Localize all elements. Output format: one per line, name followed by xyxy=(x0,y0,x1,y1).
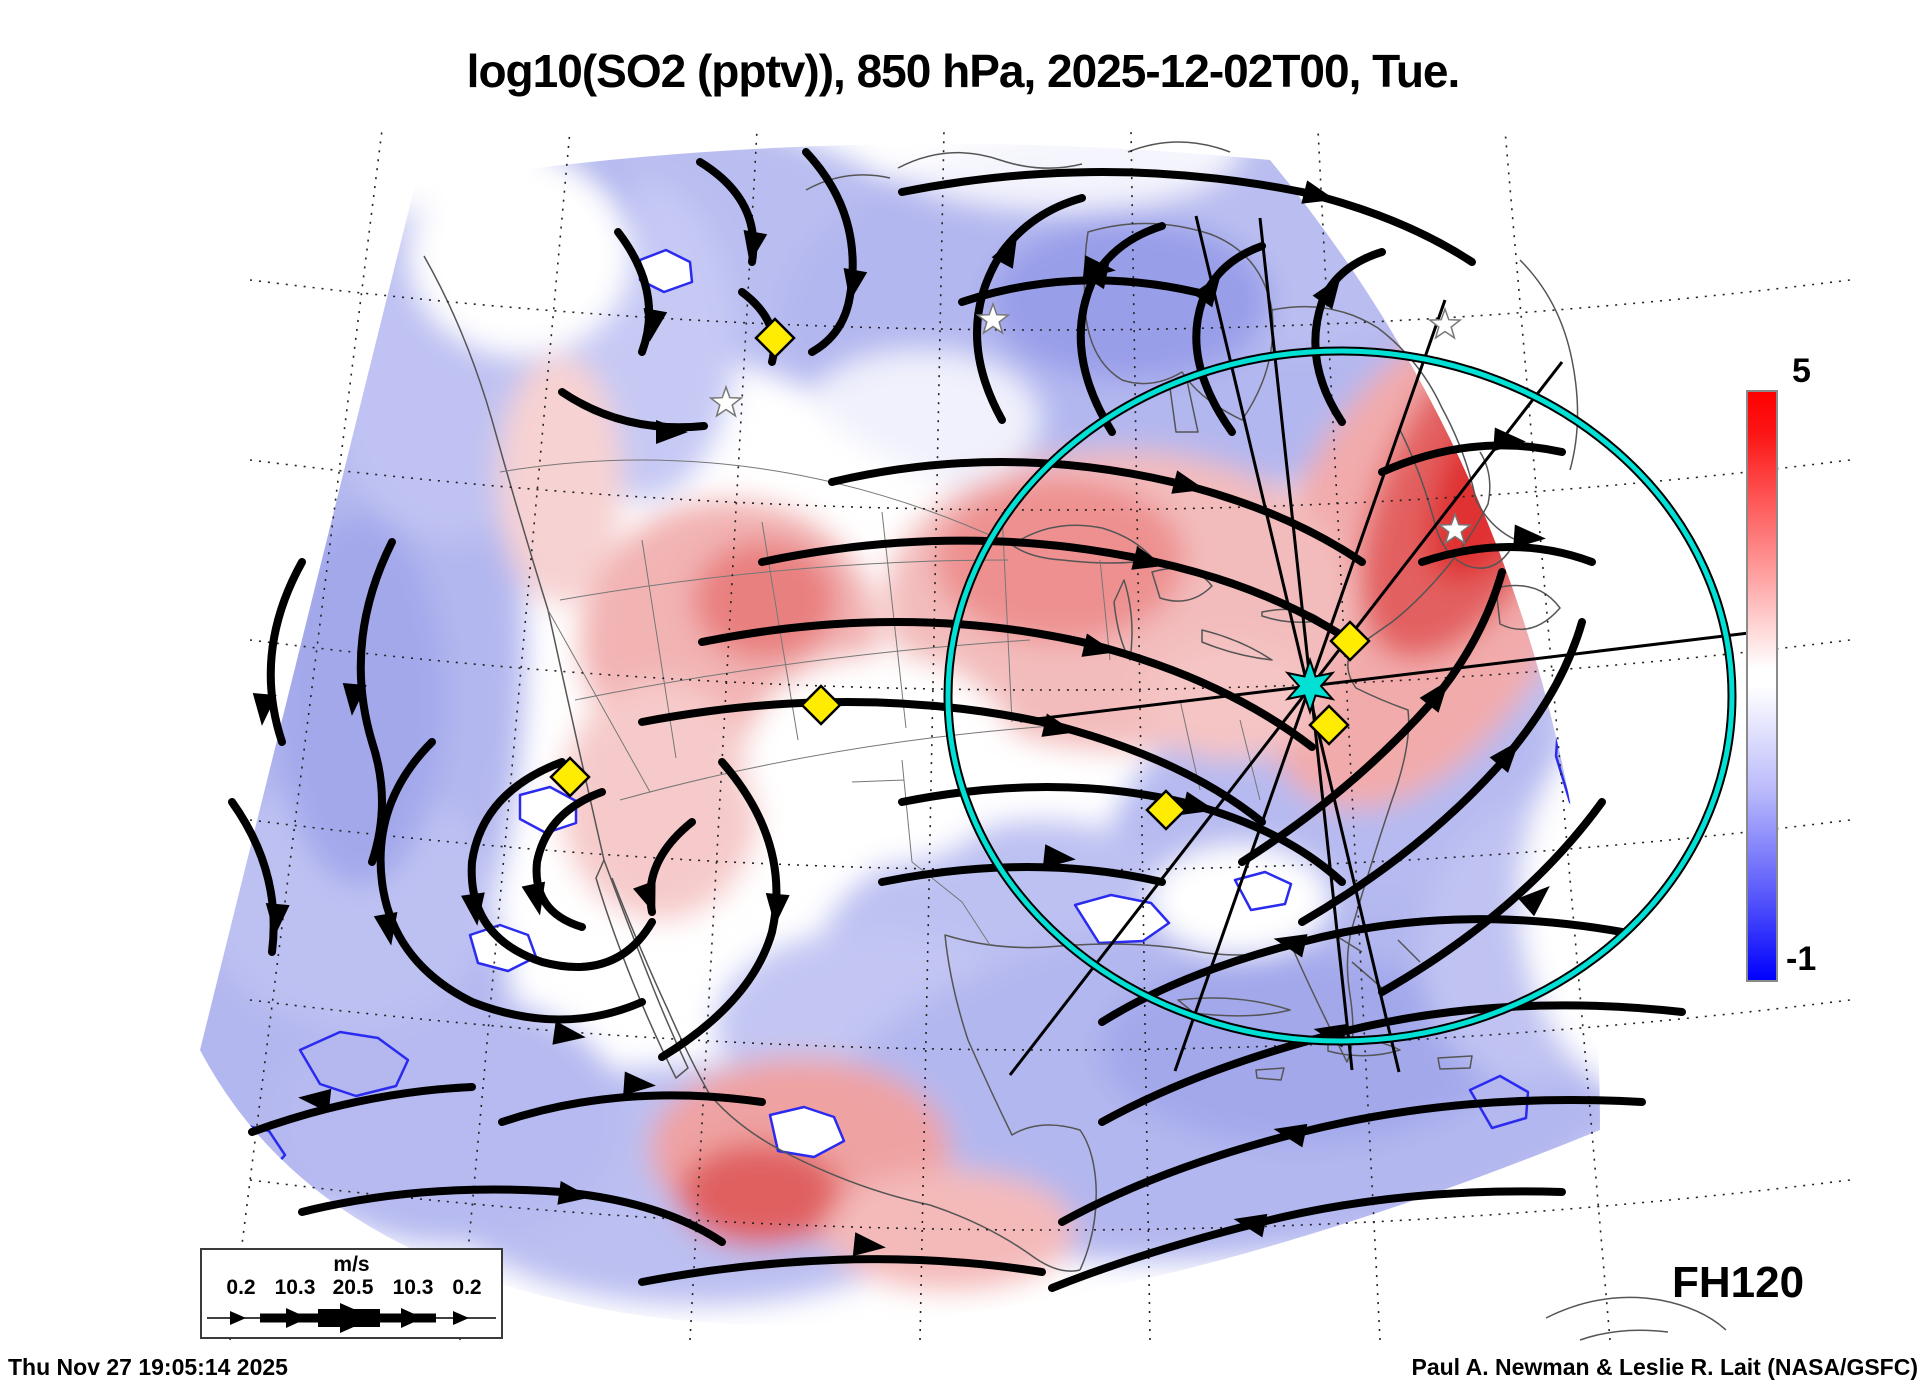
plot-title: log10(SO2 (pptv)), 850 hPa, 2025-12-02T0… xyxy=(466,45,1461,97)
wind-speed-label: 10.3 xyxy=(274,1276,316,1299)
forecast-hour-label: FH120 xyxy=(1672,1258,1805,1307)
graticule xyxy=(229,129,1851,1341)
wind-speed-label: 0.2 xyxy=(452,1276,482,1299)
source-star-marker xyxy=(1284,656,1336,716)
colorbar xyxy=(1746,390,1778,982)
generation-timestamp: Thu Nov 27 19:05:14 2025 xyxy=(8,1354,288,1380)
wind-legend-units: m/s xyxy=(333,1253,370,1276)
wind-speed-legend: m/s 0.2 10.3 20.5 10.3 0.2 xyxy=(200,1248,503,1339)
wind-speed-label: 20.5 xyxy=(332,1276,374,1299)
colorbar-min-label: -1 xyxy=(1786,940,1817,978)
wind-speed-label: 10.3 xyxy=(392,1276,434,1299)
wind-speed-label: 0.2 xyxy=(226,1276,256,1299)
wind-legend-arrow-graphic xyxy=(207,1303,496,1333)
credit-text: Paul A. Newman & Leslie R. Lait (NASA/GS… xyxy=(1411,1354,1918,1380)
colorbar-max-label: 5 xyxy=(1792,352,1811,390)
range-ring xyxy=(943,346,1737,1046)
